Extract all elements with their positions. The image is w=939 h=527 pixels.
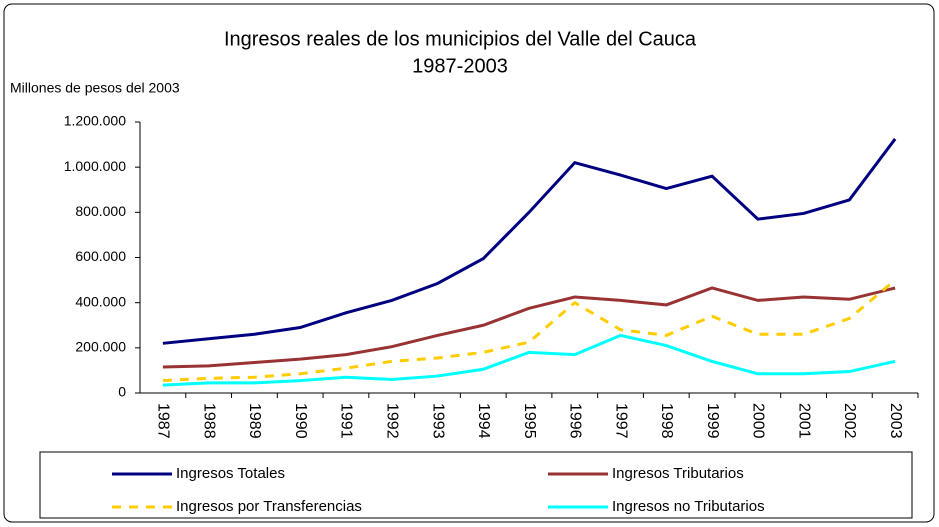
series-line xyxy=(162,138,897,345)
y-axis-label: Millones de pesos del 2003 xyxy=(10,80,180,96)
legend-label: Ingresos por Transferencias xyxy=(176,498,362,515)
chart-subtitle: 1987-2003 xyxy=(412,55,508,77)
x-tick-label: 1994 xyxy=(475,403,492,439)
y-tick-label: 1.200.000 xyxy=(64,113,126,129)
y-tick-label: 200.000 xyxy=(75,339,126,355)
x-tick-label: 1993 xyxy=(429,403,446,439)
x-tick-label: 1989 xyxy=(246,403,263,439)
y-tick-label: 600.000 xyxy=(75,248,126,264)
x-tick-label: 1995 xyxy=(521,403,538,439)
x-tick-label: 1996 xyxy=(567,403,584,439)
x-tick-label: 1987 xyxy=(155,403,172,439)
legend-box xyxy=(39,451,913,519)
x-tick-label: 1991 xyxy=(338,403,355,439)
x-tick-label: 2003 xyxy=(887,403,904,439)
legend-label: Ingresos Tributarios xyxy=(612,465,744,482)
y-tick-label: 800.000 xyxy=(75,203,126,219)
chart-title: Ingresos reales de los municipios del Va… xyxy=(224,28,697,50)
x-tick-label: 1997 xyxy=(612,403,629,439)
series-line xyxy=(162,278,897,383)
series-line xyxy=(162,286,896,369)
legend-label: Ingresos Totales xyxy=(176,465,285,482)
x-tick-label: 2002 xyxy=(841,403,858,439)
y-tick-label: 0 xyxy=(118,384,126,400)
x-tick-label: 2001 xyxy=(795,403,812,439)
legend-label: Ingresos no Tributarios xyxy=(612,498,765,515)
series-line xyxy=(162,333,896,387)
x-tick-label: 1988 xyxy=(200,403,217,439)
x-tick-label: 1992 xyxy=(383,403,400,439)
x-tick-label: 1990 xyxy=(292,403,309,439)
x-tick-label: 1999 xyxy=(704,403,721,439)
y-tick-label: 400.000 xyxy=(75,293,126,309)
x-tick-label: 2000 xyxy=(750,403,767,439)
y-tick-label: 1.000.000 xyxy=(64,158,126,174)
x-tick-label: 1998 xyxy=(658,403,675,439)
